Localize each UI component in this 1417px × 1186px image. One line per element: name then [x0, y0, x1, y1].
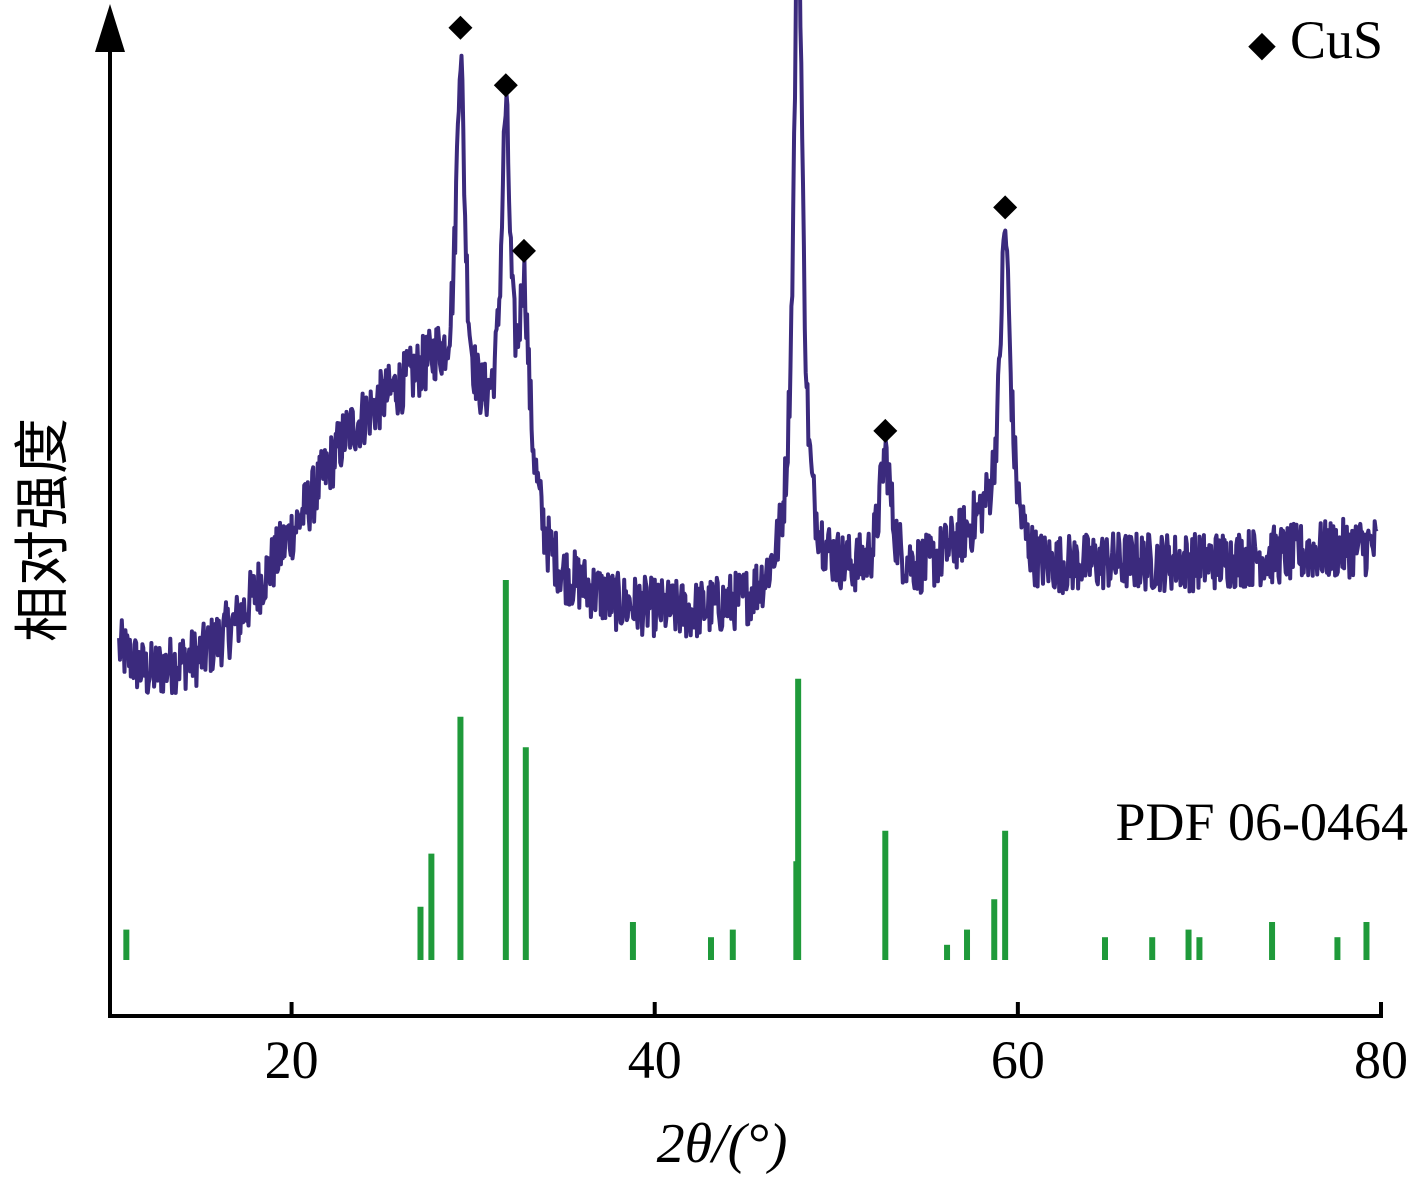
axes	[95, 4, 1383, 1018]
x-axis-label: 2θ/(°)	[657, 1113, 788, 1175]
peak-marker-icon	[493, 73, 518, 98]
y-axis-arrow	[95, 4, 125, 52]
peak-marker-icon	[511, 238, 536, 263]
xrd-pattern-line	[117, 0, 1379, 695]
peak-markers	[448, 15, 1018, 443]
reference-lines	[123, 580, 1370, 960]
peak-marker-icon	[873, 418, 898, 443]
peak-marker-icon	[993, 195, 1018, 220]
legend: ◆ CuS	[1248, 10, 1383, 70]
xrd-pattern	[117, 0, 1379, 695]
x-tick-label: 20	[265, 1030, 319, 1090]
x-tick-label: 80	[1354, 1030, 1408, 1090]
reference-label: PDF 06-0464	[1115, 792, 1408, 852]
x-tick-label: 60	[991, 1030, 1045, 1090]
legend-label: CuS	[1290, 10, 1383, 70]
legend-marker-icon: ◆	[1248, 24, 1276, 65]
x-tick-label: 40	[628, 1030, 682, 1090]
x-ticks: 20 40 60 80	[265, 1002, 1408, 1090]
y-axis-label: 相对强度	[11, 418, 76, 642]
peak-marker-icon	[448, 15, 473, 40]
